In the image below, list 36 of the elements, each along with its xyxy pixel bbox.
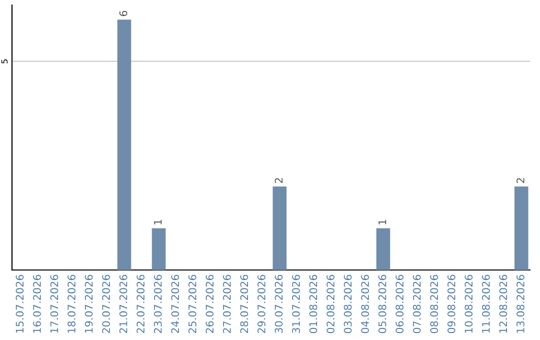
- x-tick-label: 01.08.2026: [309, 274, 318, 334]
- x-tick-label: 19.07.2026: [84, 274, 93, 333]
- x-tick-label: 25.07.2026: [188, 274, 196, 334]
- x-tick-label: 28.07.2026: [240, 274, 248, 334]
- x-tick-label: 13.08.2026: [516, 274, 524, 333]
- x-tick-label: 07.08.2026: [412, 274, 421, 334]
- x-tick-label: 29.07.2026: [258, 274, 266, 334]
- x-tick-label: 20.07.2026: [102, 274, 110, 334]
- x-tick-label: 05.08.2026: [378, 274, 386, 334]
- x-tick-label: 06.08.2026: [396, 274, 404, 334]
- x-tick-label: 18.07.2026: [68, 274, 76, 333]
- x-tick-label: 09.08.2026: [447, 274, 456, 334]
- x-tick-label: 15.07.2026: [16, 274, 24, 333]
- data-label: 2: [516, 178, 524, 183]
- x-tick-label: 31.07.2026: [292, 274, 300, 334]
- x-tick-label: 26.07.2026: [206, 274, 214, 334]
- data-label: 6: [119, 10, 128, 16]
- x-tick-label: 16.07.2026: [33, 274, 41, 333]
- x-tick-label: 23.07.2026: [154, 274, 162, 334]
- x-tick-label: 11.08.2026: [482, 274, 490, 333]
- x-tick-label: 03.08.2026: [344, 274, 352, 334]
- data-label: 1: [154, 220, 162, 224]
- x-tick-label: 30.07.2026: [274, 274, 283, 334]
- x-tick-label: 04.08.2026: [361, 274, 369, 334]
- x-tick-label: 27.07.2026: [222, 274, 231, 334]
- x-tick-label: 24.07.2026: [171, 274, 180, 334]
- x-tick-label: 10.08.2026: [464, 274, 473, 333]
- x-tick-label: 17.07.2026: [50, 274, 58, 333]
- x-tick-label: 12.08.2026: [499, 274, 508, 333]
- x-tick-label: 21.07.2026: [119, 274, 128, 334]
- x-tick-label: 22.07.2026: [136, 274, 145, 334]
- y-tick-label: 5: [1, 59, 8, 64]
- data-label: 1: [378, 220, 386, 224]
- x-tick-label: 08.08.2026: [430, 274, 438, 334]
- data-label: 2: [274, 178, 283, 183]
- x-tick-label: 02.08.2026: [326, 274, 334, 334]
